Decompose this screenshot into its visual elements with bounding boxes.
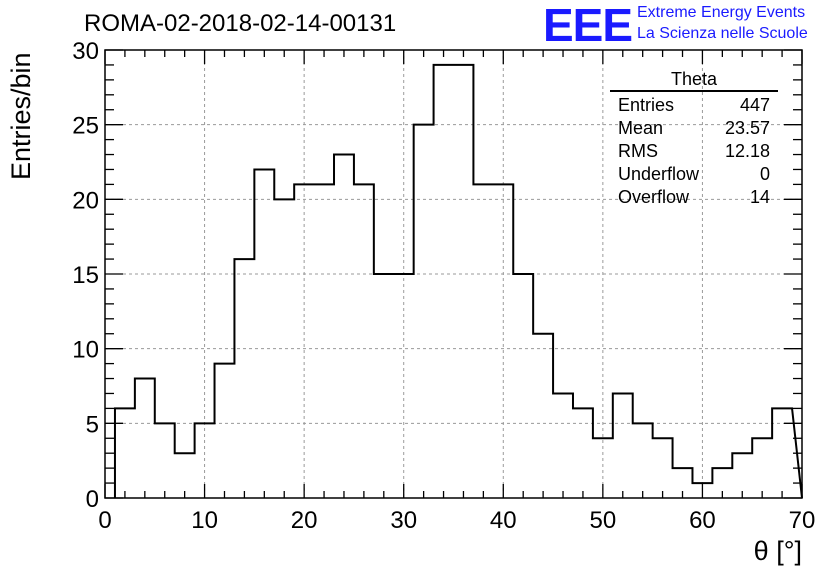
- histogram-bin: [553, 393, 573, 498]
- histogram-bin: [115, 408, 135, 498]
- histogram-outline: [113, 63, 803, 499]
- y-tick-label: 30: [72, 38, 99, 65]
- chart-title: ROMA-02-2018-02-14-00131: [84, 10, 397, 37]
- stats-label: Underflow: [618, 164, 700, 184]
- stats-label: Entries: [618, 95, 675, 115]
- x-tick-label: 10: [191, 507, 218, 534]
- histogram-bin: [314, 184, 334, 498]
- y-tick-label: 20: [72, 187, 99, 214]
- x-tick-label: 60: [689, 507, 716, 534]
- grid-lines: [105, 50, 802, 498]
- x-tick-label: 50: [590, 507, 617, 534]
- histogram-bin: [254, 169, 274, 498]
- axis-ticks: [104, 49, 803, 499]
- stats-box: Theta Entries 447 Mean 23.57 RMS 12.18 U…: [610, 68, 778, 209]
- histogram-bin: [334, 155, 354, 498]
- histogram-bin: [513, 274, 533, 498]
- logo-text-line-1: Extreme Energy Events: [637, 4, 806, 21]
- x-tick-label: 20: [291, 507, 318, 534]
- x-axis-label: θ [°]: [753, 536, 802, 566]
- tick-labels: 0 10 20 30 40 50 60 70 0 5 10 15 20 25 30: [72, 38, 815, 534]
- eee-logo: EEE: [543, 0, 633, 51]
- histogram-bin: [135, 379, 155, 498]
- histogram-bin: [454, 65, 474, 498]
- x-tick-label: 30: [390, 507, 417, 534]
- stats-row-rms: RMS 12.18: [610, 140, 778, 163]
- y-tick-label: 15: [72, 262, 99, 289]
- histogram-bin: [633, 423, 653, 498]
- y-tick-label: 5: [86, 411, 99, 438]
- histogram-bin: [155, 423, 175, 498]
- histogram-bin: [573, 408, 593, 498]
- histogram-bin: [434, 65, 454, 498]
- logo-text-line-2: La Scienza nelle Scuole: [637, 25, 808, 42]
- y-tick-label: 0: [86, 486, 99, 513]
- stats-title: Theta: [610, 68, 778, 92]
- stats-value: 447: [739, 95, 770, 115]
- histogram-bin: [215, 364, 235, 498]
- stats-value: 23.57: [724, 118, 770, 138]
- histogram-bin: [613, 393, 633, 498]
- stats-row-underflow: Underflow 0: [610, 163, 778, 186]
- histogram-bin: [772, 408, 792, 498]
- stats-row-entries: Entries 447: [610, 94, 778, 117]
- stats-label: Overflow: [618, 187, 690, 207]
- stats-row-mean: Mean 23.57: [610, 117, 778, 140]
- x-tick-label: 0: [98, 507, 111, 534]
- y-tick-label: 25: [72, 113, 99, 140]
- x-tick-label: 70: [789, 507, 816, 534]
- histogram-bin: [234, 259, 254, 498]
- histogram-bin: [752, 438, 772, 498]
- stats-value: 14: [749, 187, 770, 207]
- histogram-bin: [473, 184, 493, 498]
- y-axis-label: Entries/bin: [6, 52, 36, 180]
- stats-row-overflow: Overflow 14: [610, 186, 778, 209]
- y-tick-label: 10: [72, 337, 99, 364]
- histogram-bin: [354, 184, 374, 498]
- histogram-series: [113, 63, 803, 499]
- x-tick-label: 40: [490, 507, 517, 534]
- histogram-bin: [533, 334, 553, 498]
- stats-label: RMS: [618, 141, 658, 161]
- stats-label: Mean: [618, 118, 664, 138]
- histogram-bin: [374, 274, 394, 498]
- histogram-bin: [414, 125, 434, 498]
- stats-value: 0: [759, 164, 770, 184]
- histogram-bin: [653, 438, 673, 498]
- stats-value: 12.18: [724, 141, 770, 161]
